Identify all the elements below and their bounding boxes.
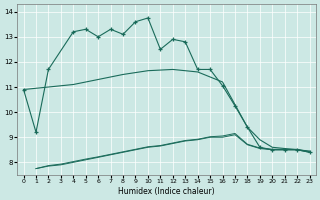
X-axis label: Humidex (Indice chaleur): Humidex (Indice chaleur) [118,187,215,196]
